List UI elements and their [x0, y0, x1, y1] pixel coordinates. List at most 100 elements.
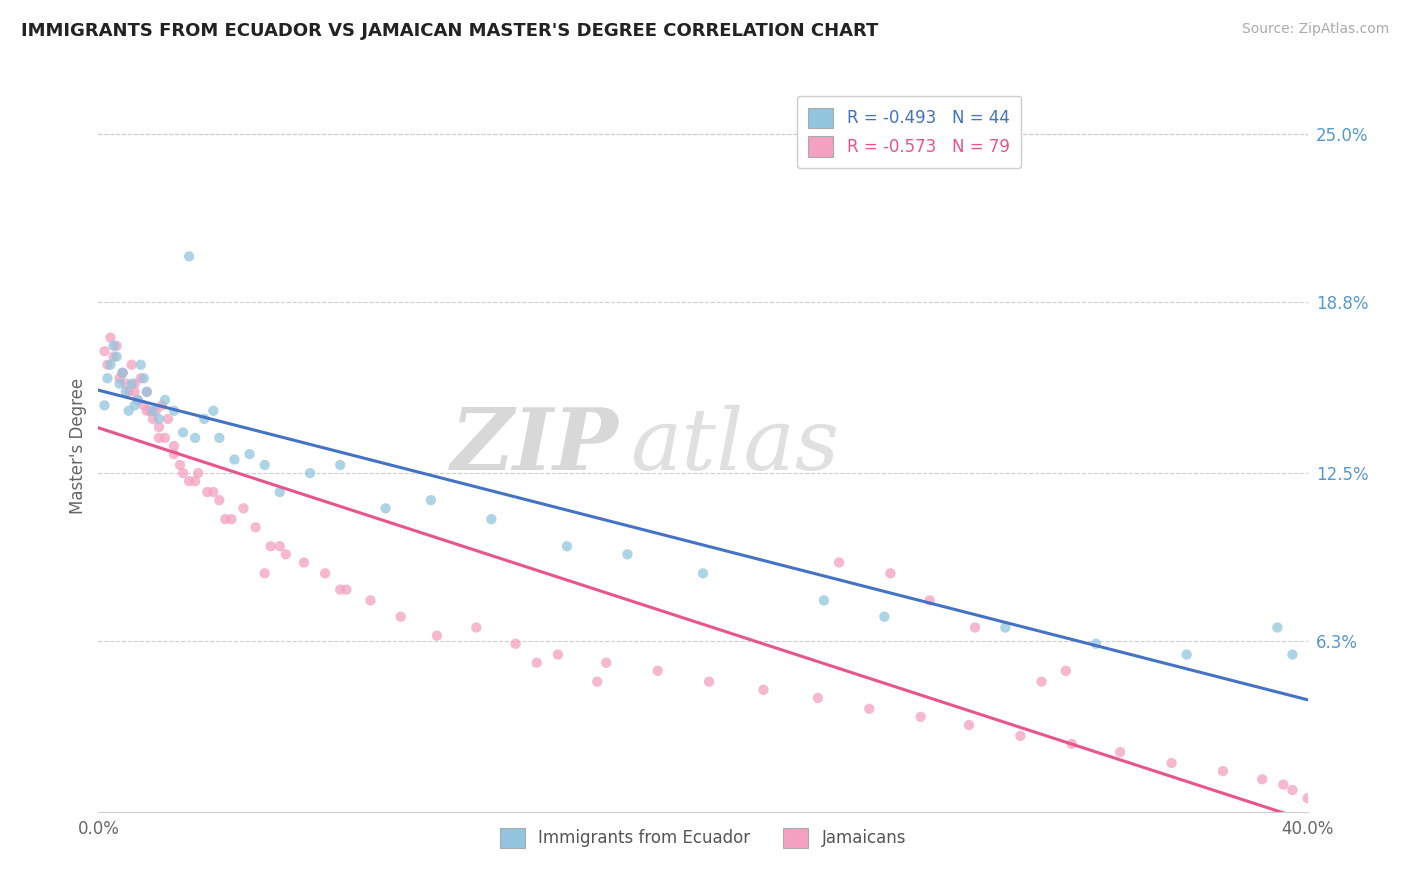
Point: [360, 593, 382, 607]
Point: [526, 656, 548, 670]
Point: [142, 404, 165, 418]
Point: [873, 609, 896, 624]
Point: [1175, 648, 1198, 662]
Point: [184, 431, 207, 445]
Point: [135, 404, 157, 418]
Point: [163, 439, 186, 453]
Point: [239, 447, 262, 461]
Point: [202, 485, 225, 500]
Text: ZIP: ZIP: [450, 404, 619, 488]
Point: [108, 371, 131, 385]
Point: [1160, 756, 1182, 770]
Point: [111, 366, 134, 380]
Point: [269, 485, 291, 500]
Point: [142, 412, 165, 426]
Point: [616, 547, 638, 561]
Point: [807, 690, 830, 705]
Point: [153, 392, 176, 407]
Point: [124, 376, 146, 391]
Text: IMMIGRANTS FROM ECUADOR VS JAMAICAN MASTER'S DEGREE CORRELATION CHART: IMMIGRANTS FROM ECUADOR VS JAMAICAN MAST…: [21, 22, 879, 40]
Point: [221, 512, 243, 526]
Point: [124, 384, 146, 399]
Point: [127, 392, 149, 407]
Point: [752, 682, 775, 697]
Point: [692, 566, 714, 581]
Point: [208, 431, 231, 445]
Point: [1010, 729, 1032, 743]
Point: [274, 547, 297, 561]
Point: [187, 466, 209, 480]
Point: [163, 447, 186, 461]
Point: [253, 566, 276, 581]
Point: [314, 566, 336, 581]
Point: [299, 466, 322, 480]
Point: [957, 718, 980, 732]
Point: [172, 466, 194, 480]
Point: [121, 358, 143, 372]
Point: [555, 539, 578, 553]
Legend: Immigrants from Ecuador, Jamaicans: Immigrants from Ecuador, Jamaicans: [494, 821, 912, 855]
Point: [132, 398, 155, 412]
Point: [260, 539, 283, 553]
Text: Source: ZipAtlas.com: Source: ZipAtlas.com: [1241, 22, 1389, 37]
Point: [108, 376, 131, 391]
Point: [813, 593, 835, 607]
Point: [169, 458, 191, 472]
Point: [148, 412, 170, 426]
Point: [858, 702, 880, 716]
Point: [253, 458, 276, 472]
Point: [329, 458, 352, 472]
Point: [828, 556, 851, 570]
Point: [195, 485, 218, 500]
Point: [118, 384, 141, 399]
Point: [389, 609, 412, 624]
Point: [148, 431, 170, 445]
Point: [918, 593, 941, 607]
Point: [420, 493, 443, 508]
Point: [135, 384, 157, 399]
Point: [1109, 745, 1132, 759]
Point: [179, 249, 201, 263]
Point: [329, 582, 352, 597]
Point: [148, 420, 170, 434]
Point: [1054, 664, 1077, 678]
Point: [224, 452, 246, 467]
Point: [121, 376, 143, 391]
Point: [994, 620, 1017, 634]
Point: [193, 412, 215, 426]
Point: [965, 620, 987, 634]
Point: [586, 674, 609, 689]
Point: [127, 392, 149, 407]
Point: [100, 331, 122, 345]
Text: atlas: atlas: [630, 405, 839, 487]
Point: [1031, 674, 1053, 689]
Point: [245, 520, 267, 534]
Point: [114, 376, 136, 391]
Point: [1085, 637, 1108, 651]
Point: [163, 404, 186, 418]
Point: [172, 425, 194, 440]
Y-axis label: Master's Degree: Master's Degree: [69, 378, 87, 514]
Point: [1281, 783, 1303, 797]
Point: [150, 398, 173, 412]
Point: [879, 566, 901, 581]
Point: [1212, 764, 1234, 778]
Point: [232, 501, 254, 516]
Point: [145, 404, 167, 418]
Point: [139, 404, 162, 418]
Point: [1296, 791, 1319, 805]
Point: [910, 710, 932, 724]
Point: [93, 398, 115, 412]
Point: [1060, 737, 1083, 751]
Point: [184, 474, 207, 488]
Point: [335, 582, 357, 597]
Point: [547, 648, 569, 662]
Point: [135, 384, 157, 399]
Point: [595, 656, 617, 670]
Point: [426, 629, 449, 643]
Point: [505, 637, 527, 651]
Point: [105, 350, 128, 364]
Point: [105, 339, 128, 353]
Point: [465, 620, 488, 634]
Point: [129, 371, 152, 385]
